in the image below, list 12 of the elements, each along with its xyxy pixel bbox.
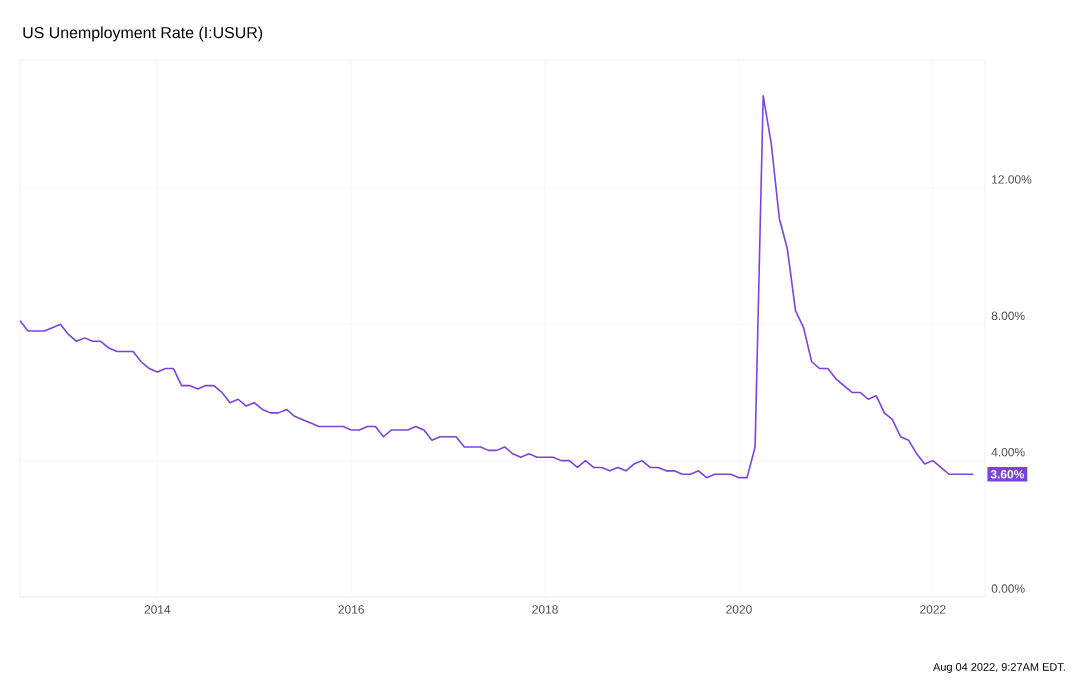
y-tick-label: 8.00%: [991, 311, 1025, 321]
x-tick-label: 2022: [920, 605, 946, 614]
y-tick-label: 0.00%: [991, 584, 1025, 593]
x-tick-label: 2018: [532, 605, 558, 614]
y-tick-label: 4.00%: [991, 447, 1025, 457]
y-tick-label: 12.00%: [992, 175, 1032, 184]
x-tick-label: 2016: [338, 605, 364, 614]
annotation: 3.60%: [990, 470, 1024, 479]
x-tick-label: 2020: [726, 605, 752, 614]
text: Aug 04 2022, 9:27AM EDT.: [933, 663, 1065, 673]
chart-title: US Unemployment Rate (I:USUR): [23, 26, 263, 42]
x-tick-label: 2014: [144, 605, 171, 614]
